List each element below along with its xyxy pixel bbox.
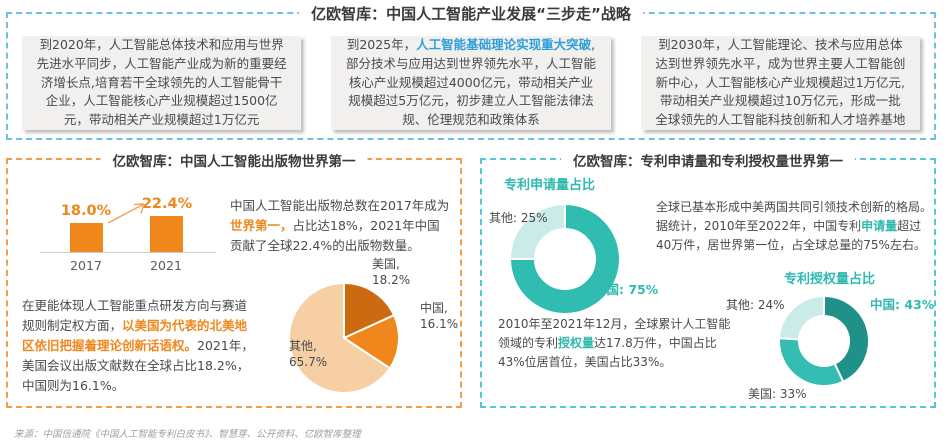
patents-paragraph-bottom: 2010年至2021年12月，全球累计人工智能领域的专利授权量达17.8万件，中… (498, 317, 731, 370)
patent-grants-donut (778, 295, 870, 387)
publications-bar-chart: 18.0% 22.4% 2017 2021 (22, 188, 238, 306)
strategy-box-2025-text: 到2025年，人工智能基础理论实现重大突破,部分技术与应用达到世界领先水平，人工… (345, 37, 596, 128)
strategy-box-2020-text: 到2020年，人工智能总体技术和应用与世界先进水平同步，人工智能产业成为新的重要… (36, 37, 287, 128)
patent-applications-donut (509, 203, 621, 315)
publications-paragraph-top: 中国人工智能出版物总数在2017年成为世界第一，占比达18%，2021年中国贡献… (230, 198, 450, 253)
publications-paragraph-bottom: 在更能体现人工智能重点研发方向与赛道规则制定权方面，以美国为代表的北美地区依旧把… (22, 298, 254, 393)
bar-value-2021: 22.4% (141, 196, 193, 212)
donut1-label-china: 中国: 75% (594, 282, 659, 297)
bar-2017 (70, 223, 103, 252)
strategy-box-2030-text: 到2030年，人工智能理论、技术与应用总体达到世界领先水平，成为世界主要人工智能… (655, 37, 906, 128)
pie-label-china: 中国, 16.1% (420, 301, 459, 332)
donut1-label-other: 其他: 25% (489, 211, 548, 225)
bar-chart-axis (40, 252, 216, 253)
section-title-publications: 亿欧智库：中国人工智能出版物世界第一 (100, 150, 368, 170)
bar-year-2017: 2017 (70, 258, 102, 273)
donut-title-applications: 专利申请量占比 (504, 178, 596, 193)
donut2-label-us: 美国: 33% (748, 387, 807, 401)
strategy-box-2025: 到2025年，人工智能基础理论实现重大突破,部分技术与应用达到世界领先水平，人工… (331, 36, 611, 130)
patents-paragraph-top: 全球已基本形成中美两国共同引领技术创新的格局。据统计，2010年至2022年，中… (656, 200, 933, 253)
pie-label-us: 美国, 18.2% (372, 257, 411, 288)
publications-pie-chart (288, 282, 400, 394)
strategy-box-2030: 到2030年，人工智能理论、技术与应用总体达到世界领先水平，成为世界主要人工智能… (640, 36, 920, 130)
section-title-strategy: 亿欧智库：中国人工智能产业发展“三步走”战略 (299, 3, 643, 24)
donut-title-grants: 专利授权量占比 (784, 272, 876, 287)
strategy-box-2020: 到2020年，人工智能总体技术和应用与世界先进水平同步，人工智能产业成为新的重要… (22, 36, 302, 130)
section-publications: 亿欧智库：中国人工智能出版物世界第一 18.0% 22.4% 2017 2021… (6, 150, 462, 408)
increase-arrow-icon (107, 203, 145, 224)
source-note: 来源：中国信通院《中国人工智能专利白皮书》、智慧芽、公开资料、亿欧智库整理 (14, 429, 361, 440)
pie-label-other: 其他, 65.7% (289, 339, 328, 370)
donut2-label-other: 其他: 24% (726, 298, 785, 312)
section-three-step-strategy: 亿欧智库：中国人工智能产业发展“三步走”战略 到2020年，人工智能总体技术和应… (6, 3, 936, 140)
bar-value-2017: 18.0% (60, 203, 112, 219)
section-title-patents: 亿欧智库：专利申请量和专利授权量世界第一 (561, 150, 855, 170)
bar-year-2021: 2021 (150, 258, 182, 273)
section-patents: 亿欧智库：专利申请量和专利授权量世界第一 专利申请量占比 其他: 25% 中国:… (480, 150, 936, 408)
donut2-label-china: 中国: 43% (870, 297, 935, 312)
strategy-boxes: 到2020年，人工智能总体技术和应用与世界先进水平同步，人工智能产业成为新的重要… (22, 36, 920, 130)
bar-2021 (150, 216, 183, 252)
